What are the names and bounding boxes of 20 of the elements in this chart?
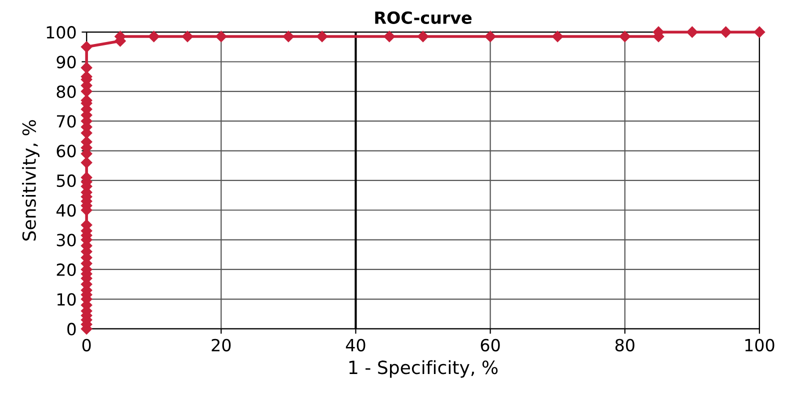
x-tick-label: 0: [82, 338, 91, 352]
x-tick-label: 80: [615, 338, 634, 352]
x-tick-label: 40: [346, 338, 366, 352]
y-tick-label: 100: [46, 26, 76, 39]
y-tick-label: 40: [56, 204, 76, 217]
y-tick-label: 20: [56, 263, 76, 276]
y-tick-label: 50: [56, 174, 76, 188]
y-tick-label: 10: [57, 293, 76, 306]
x-tick-label: 60: [480, 338, 500, 352]
chart-title: ROC-curve: [375, 11, 472, 24]
x-tick-label: 20: [212, 338, 231, 352]
y-tick-label: 80: [56, 85, 76, 98]
y-tick-label: 70: [57, 115, 76, 128]
y-axis-title: Sensitivity, %: [22, 120, 40, 241]
x-axis-title: 1 - Specificity, %: [349, 360, 498, 378]
x-tick-label: 100: [745, 338, 774, 352]
y-tick-label: 30: [56, 234, 76, 246]
y-tick-label: 90: [56, 56, 76, 68]
y-tick-label: 0: [67, 322, 76, 336]
y-tick-label: 60: [56, 144, 76, 158]
